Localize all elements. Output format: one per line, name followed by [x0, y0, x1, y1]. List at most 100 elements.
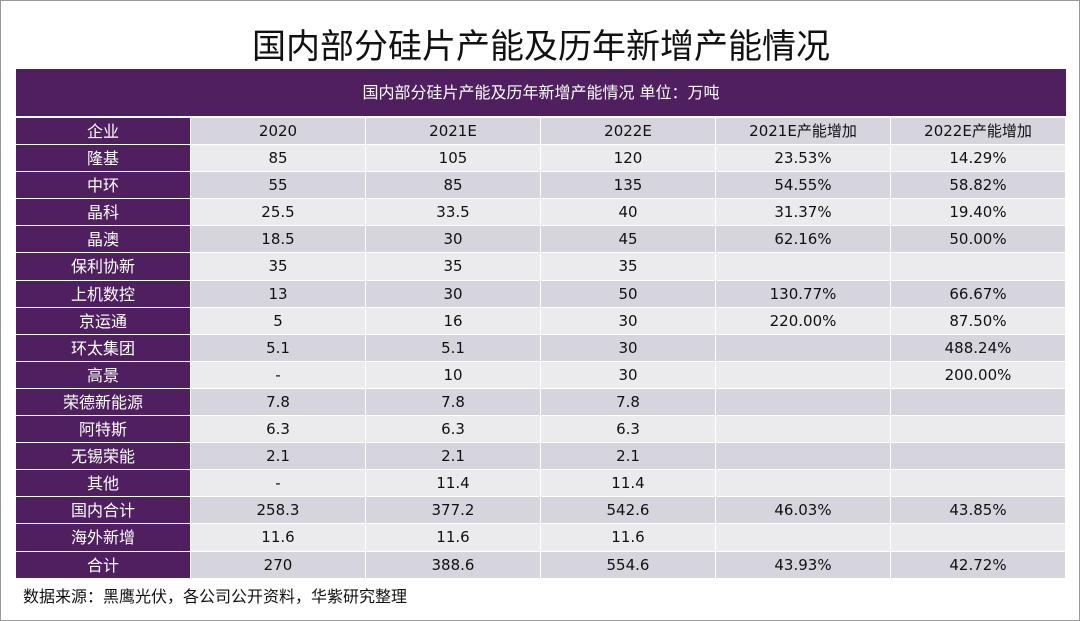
table-cell: 无锡荣能	[16, 443, 191, 471]
table-cell: 京运通	[16, 307, 191, 335]
table-cell: 30	[541, 334, 716, 362]
table-cell: 542.6	[541, 497, 716, 525]
table-cell: 隆基	[16, 145, 191, 173]
table-cell: 合计	[16, 551, 191, 579]
page-title: 国内部分硅片产能及历年新增产能情况	[252, 27, 830, 67]
table-cell: 130.77%	[716, 280, 891, 308]
table-cell: 87.50%	[891, 307, 1066, 335]
table-cell: 30	[541, 361, 716, 389]
table-cell: 62.16%	[716, 226, 891, 254]
table-cell: 33.5	[366, 199, 541, 227]
table-cell: 50.00%	[891, 226, 1066, 254]
table-cell: 554.6	[541, 551, 716, 579]
table-cell: 11.4	[541, 470, 716, 498]
table-cell: 54.55%	[716, 172, 891, 200]
table-cell: 2.1	[541, 443, 716, 471]
table-cell: 40	[541, 199, 716, 227]
table-cell: 环太集团	[16, 334, 191, 362]
table-cell	[891, 524, 1066, 552]
table-row: 保利协新 35 35 35	[16, 253, 1066, 281]
table-cell: 45	[541, 226, 716, 254]
header-cell: 2022E产能增加	[891, 118, 1066, 146]
table-cell: 高景	[16, 361, 191, 389]
table-cell: 135	[541, 172, 716, 200]
table-cell: 120	[541, 145, 716, 173]
table-cell: 5.1	[366, 334, 541, 362]
table-row: 晶科 25.5 33.5 40 31.37% 19.40%	[16, 199, 1066, 227]
table-cell: 488.24%	[891, 334, 1066, 362]
table-cell: 19.40%	[891, 199, 1066, 227]
header-cell: 2021E产能增加	[716, 118, 891, 146]
table-cell: 42.72%	[891, 551, 1066, 579]
table-cell: 7.8	[541, 388, 716, 417]
table-cell: 46.03%	[716, 497, 891, 525]
table-row: 合计 270 388.6 554.6 43.93% 42.72%	[16, 551, 1066, 579]
table-cell	[891, 253, 1066, 281]
table-cell: 2.1	[191, 443, 366, 471]
table-row: 无锡荣能 2.1 2.1 2.1	[16, 443, 1066, 471]
table-row: 阿特斯 6.3 6.3 6.3	[16, 416, 1066, 444]
table-row: 中环 55 85 135 54.55% 58.82%	[16, 172, 1066, 200]
table-cell: 200.00%	[891, 361, 1066, 389]
table-cell: 43.93%	[716, 551, 891, 579]
table-cell: 7.8	[191, 388, 366, 417]
table-cell: 上机数控	[16, 280, 191, 308]
table-cell: 10	[366, 361, 541, 389]
table-cell: 85	[366, 172, 541, 200]
table-cell	[716, 334, 891, 362]
table-cell: 35	[191, 253, 366, 281]
table-body: 企业 2020 2021E 2022E 2021E产能增加 2022E产能增加 隆基 85 10…	[16, 118, 1066, 579]
table-cell: 35	[366, 253, 541, 281]
table-row: 其他 -11.4 11.4	[16, 470, 1066, 498]
table-row: 国内合计 258.3 377.2 542.6 46.03% 43.85%	[16, 497, 1066, 525]
table-caption: 国内部分硅片产能及历年新增产能情况 单位：万吨	[16, 69, 1066, 116]
table-cell: 荣德新能源	[16, 388, 191, 417]
table-cell: 其他	[16, 470, 191, 498]
table-cell: 30	[366, 226, 541, 254]
table-cell: 晶科	[16, 199, 191, 227]
table-cell	[716, 443, 891, 471]
table-cell: 5.1	[191, 334, 366, 362]
table-cell: 25.5	[191, 199, 366, 227]
table-row: 晶澳 18.5 30 45 62.16% 50.00%	[16, 226, 1066, 254]
table-cell: 保利协新	[16, 253, 191, 281]
table-row: 高景 -10 30 200.00%	[16, 361, 1066, 389]
header-cell: 2020	[191, 118, 366, 146]
table-cell: 30	[541, 307, 716, 335]
table-cell	[891, 443, 1066, 471]
table-cell	[891, 388, 1066, 417]
header-cell: 企业	[16, 118, 191, 146]
table-cell: 16	[366, 307, 541, 335]
table-cell	[716, 416, 891, 444]
table: 国内部分硅片产能及历年新增产能情况 单位：万吨 企业 2020 2021E 2022E…	[16, 69, 1066, 579]
table-cell: 30	[366, 280, 541, 308]
table-cell: 377.2	[366, 497, 541, 525]
table-cell: 18.5	[191, 226, 366, 254]
table-cell: -	[191, 470, 366, 498]
table-cell: 105	[366, 145, 541, 173]
header-cell: 2021E	[366, 118, 541, 146]
table-cell: 阿特斯	[16, 416, 191, 444]
table-cell: 220.00%	[716, 307, 891, 335]
table-cell: 6.3	[366, 416, 541, 444]
table-cell: 58.82%	[891, 172, 1066, 200]
table-cell: 14.29%	[891, 145, 1066, 173]
table-cell: 43.85%	[891, 497, 1066, 525]
table-cell: 中环	[16, 172, 191, 200]
table-cell: 388.6	[366, 551, 541, 579]
table-cell: 晶澳	[16, 226, 191, 254]
table-cell: 11.6	[541, 524, 716, 552]
table-cell: 31.37%	[716, 199, 891, 227]
header-row: 企业 2020 2021E 2022E 2021E产能增加 2022E产能增加	[16, 118, 1066, 146]
table-cell: 270	[191, 551, 366, 579]
table-cell: 50	[541, 280, 716, 308]
table-cell: 国内合计	[16, 497, 191, 525]
table-cell: 55	[191, 172, 366, 200]
table-row: 上机数控 13 30 50 130.77% 66.67%	[16, 280, 1066, 308]
table-row: 环太集团 5.1 5.1 30 488.24%	[16, 334, 1066, 362]
table-row: 海外新增 11.6 11.6 11.6	[16, 524, 1066, 552]
table-cell: -	[191, 361, 366, 389]
table-cell	[716, 388, 891, 417]
table-cell: 7.8	[366, 388, 541, 417]
table-cell	[716, 361, 891, 389]
